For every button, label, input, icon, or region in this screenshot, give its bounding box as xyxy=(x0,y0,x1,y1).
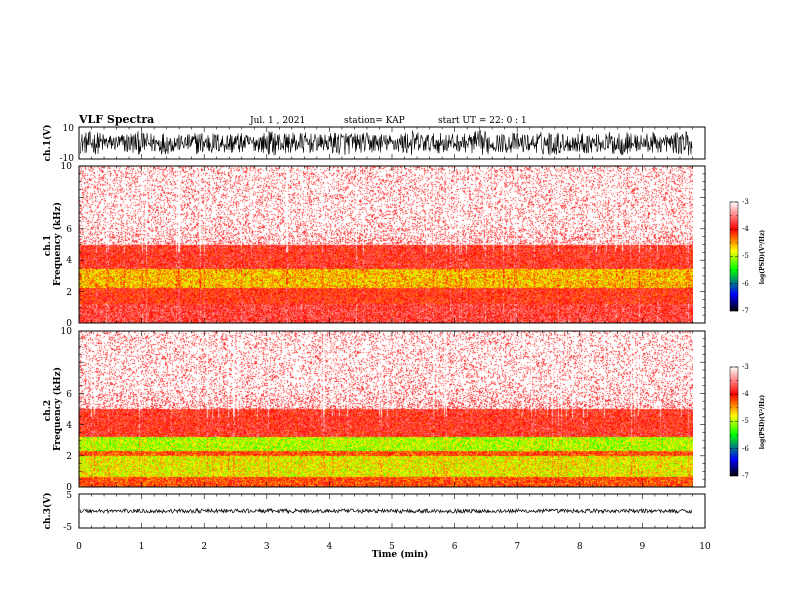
ch1-cb-tick-m4: -4 xyxy=(742,225,749,233)
ch1-spectrogram-image xyxy=(79,166,693,323)
ch1-ytick-6: 6 xyxy=(66,225,72,235)
time-axis-tick-label: 9 xyxy=(640,542,646,552)
ch2-ytick-2: 2 xyxy=(66,452,72,462)
ch1-waveform-panel: 10 -10 ch.1(V) xyxy=(42,124,706,164)
ch2-spectrogram-ylabel-line2: Frequency (kHz) xyxy=(52,367,63,451)
time-axis-tick-label: 8 xyxy=(577,542,583,552)
ch2-colorbar-label: log(PSD)(V²/Hz) xyxy=(759,395,766,450)
time-axis-tick-label: 7 xyxy=(514,542,520,552)
ch1-spectrogram-panel: 10 6 4 2 0 ch.1 Frequency (kHz) -3 -4 -5… xyxy=(43,162,766,329)
ch1-waveform-trace xyxy=(79,130,693,156)
ch1-spectrogram-ylabel: ch.1 Frequency (kHz) xyxy=(43,202,63,286)
date-label: Jul. 1 , 2021 xyxy=(249,116,305,126)
figure-title: VLF Spectra xyxy=(78,113,154,126)
ch1-ytick-top: 10 xyxy=(63,124,75,134)
time-axis-tick-label: 6 xyxy=(452,542,458,552)
time-axis-tick-labels: 0 1 2 3 4 5 6 7 8 9 10 xyxy=(76,542,711,552)
ch2-cb-tick-m4: -4 xyxy=(742,390,749,398)
ch2-cb-tick-m7: -7 xyxy=(742,472,749,480)
ch3-waveform-ylabel: ch.3(V) xyxy=(42,493,53,530)
time-axis-tick-label: 5 xyxy=(389,542,395,552)
ch1-cb-tick-m6: -6 xyxy=(742,280,749,288)
time-axis-tick-label: 10 xyxy=(699,542,711,552)
time-axis-tick-label: 0 xyxy=(76,542,82,552)
ch2-ytick-10: 10 xyxy=(61,327,73,337)
ch1-spectrogram-ylabel-line1: ch.1 xyxy=(43,235,53,256)
ch1-ytick-0: 0 xyxy=(66,319,72,329)
ch1-x-ticks xyxy=(78,127,706,159)
ch1-spectrogram-ylabel-line2: Frequency (kHz) xyxy=(52,202,63,286)
ch1-ytick-4: 4 xyxy=(66,256,72,266)
ch2-ytick-4: 4 xyxy=(66,421,72,431)
ch1-colorbar-label: log(PSD)(V²/Hz) xyxy=(759,230,766,285)
ch2-spectrogram-ylabel-line1: ch.2 xyxy=(43,400,53,421)
ch3-ytick-bottom: -5 xyxy=(63,523,72,533)
ch2-cb-tick-m6: -6 xyxy=(742,445,749,453)
ch2-colorbar-ticks xyxy=(730,366,738,477)
time-axis-tick-label: 1 xyxy=(139,542,145,552)
ch1-ytick-2: 2 xyxy=(66,288,72,298)
ch1-ytick-bottom: -10 xyxy=(60,154,75,164)
ch3-ytick-top: 5 xyxy=(66,491,72,501)
ch3-x-ticks xyxy=(78,494,706,528)
ch1-ytick-10: 10 xyxy=(61,162,73,172)
ch2-spectrogram-ylabel: ch.2 Frequency (kHz) xyxy=(43,367,63,451)
ch1-colorbar-ticks xyxy=(730,201,738,312)
ch3-waveform-trace xyxy=(79,507,693,515)
start-time-label: start UT = 22: 0 : 1 xyxy=(438,116,527,126)
ch1-waveform-ylabel: ch.1(V) xyxy=(42,125,53,162)
ch2-spectrogram-axes xyxy=(78,330,706,488)
ch2-cb-tick-m3: -3 xyxy=(742,363,749,371)
time-axis-label: Time (min) xyxy=(372,549,429,560)
time-axis-tick-label: 4 xyxy=(327,542,333,552)
station-label: station= KAP xyxy=(344,116,405,126)
ch1-cb-tick-m3: -3 xyxy=(742,198,749,206)
time-axis-tick-label: 3 xyxy=(264,542,270,552)
ch2-ytick-0: 0 xyxy=(66,483,72,493)
ch2-spectrogram-panel: 10 6 4 2 0 ch.2 Frequency (kHz) -3 -4 -5… xyxy=(43,327,766,493)
ch3-waveform-panel: 5 -5 ch.3(V) xyxy=(42,491,706,533)
time-axis-tick-label: 2 xyxy=(201,542,207,552)
ch2-cb-tick-m5: -5 xyxy=(742,417,749,425)
ch1-cb-tick-m5: -5 xyxy=(742,252,749,260)
ch2-ytick-6: 6 xyxy=(66,390,72,400)
ch2-spectrogram-image xyxy=(79,331,693,487)
ch1-cb-tick-m7: -7 xyxy=(742,307,749,315)
ch1-spectrogram-axes xyxy=(78,165,706,324)
